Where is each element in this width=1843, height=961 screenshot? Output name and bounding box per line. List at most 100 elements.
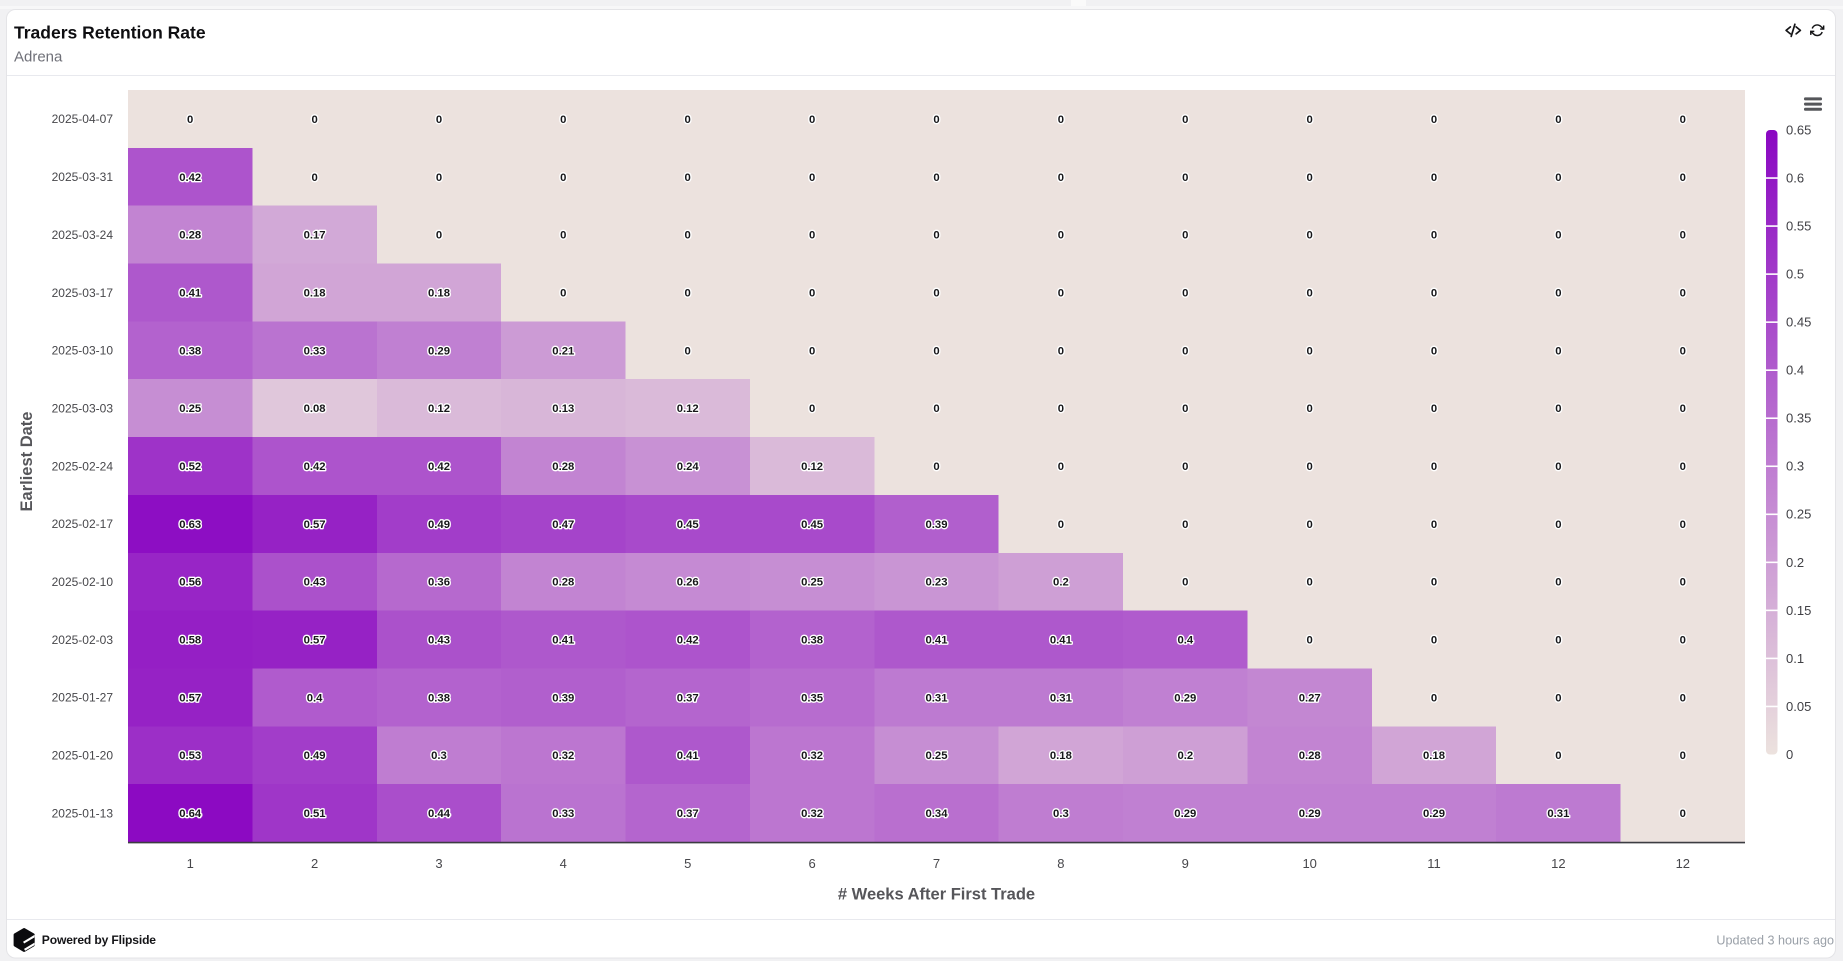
svg-text:0: 0 — [1058, 345, 1064, 357]
svg-text:0: 0 — [1058, 172, 1064, 184]
svg-text:0.31: 0.31 — [1547, 808, 1569, 820]
svg-text:0.4: 0.4 — [1786, 363, 1804, 378]
svg-text:0.18: 0.18 — [428, 288, 450, 300]
svg-text:0: 0 — [1555, 692, 1561, 704]
svg-text:0: 0 — [685, 288, 691, 300]
svg-text:0: 0 — [1680, 461, 1686, 473]
svg-text:0: 0 — [1182, 577, 1188, 589]
svg-text:0: 0 — [1680, 635, 1686, 647]
svg-text:0: 0 — [1680, 114, 1686, 126]
svg-text:0.28: 0.28 — [1299, 750, 1321, 762]
svg-text:0.36: 0.36 — [428, 577, 450, 589]
svg-text:0: 0 — [1058, 403, 1064, 415]
svg-text:0: 0 — [809, 345, 815, 357]
svg-text:0: 0 — [809, 230, 815, 242]
svg-text:0: 0 — [1680, 750, 1686, 762]
svg-text:0.31: 0.31 — [926, 692, 948, 704]
svg-text:0.08: 0.08 — [304, 403, 326, 415]
svg-text:0.27: 0.27 — [1299, 692, 1321, 704]
svg-text:0.49: 0.49 — [304, 750, 326, 762]
svg-text:0: 0 — [933, 461, 939, 473]
svg-text:0: 0 — [311, 172, 317, 184]
svg-text:0.33: 0.33 — [304, 345, 326, 357]
svg-text:9: 9 — [1182, 856, 1189, 871]
svg-text:0: 0 — [1058, 230, 1064, 242]
svg-text:0.56: 0.56 — [179, 577, 201, 589]
svg-text:0.25: 0.25 — [801, 577, 823, 589]
svg-text:0: 0 — [1307, 230, 1313, 242]
svg-text:0: 0 — [1307, 635, 1313, 647]
svg-text:0.15: 0.15 — [1786, 603, 1811, 618]
svg-text:0: 0 — [1182, 403, 1188, 415]
svg-text:0.29: 0.29 — [1299, 808, 1321, 820]
svg-text:0: 0 — [311, 114, 317, 126]
svg-text:0.12: 0.12 — [677, 403, 699, 415]
svg-text:0.26: 0.26 — [677, 577, 699, 589]
svg-text:0: 0 — [1555, 172, 1561, 184]
svg-text:0.42: 0.42 — [677, 635, 699, 647]
svg-text:0: 0 — [1555, 461, 1561, 473]
svg-text:0.47: 0.47 — [552, 519, 574, 531]
svg-text:0.64: 0.64 — [179, 808, 202, 820]
svg-text:0.37: 0.37 — [677, 808, 699, 820]
svg-text:0.41: 0.41 — [926, 635, 948, 647]
svg-text:0.05: 0.05 — [1786, 699, 1811, 714]
svg-text:0.42: 0.42 — [428, 461, 450, 473]
svg-text:0.41: 0.41 — [552, 635, 574, 647]
svg-text:0: 0 — [436, 114, 442, 126]
svg-text:10: 10 — [1302, 856, 1316, 871]
svg-text:0.53: 0.53 — [179, 750, 201, 762]
svg-text:0: 0 — [1431, 114, 1437, 126]
svg-text:2: 2 — [311, 856, 318, 871]
svg-text:0: 0 — [933, 403, 939, 415]
svg-text:0.38: 0.38 — [179, 345, 201, 357]
svg-text:0.21: 0.21 — [552, 345, 574, 357]
svg-text:0.34: 0.34 — [926, 808, 949, 820]
svg-text:0.6: 0.6 — [1786, 170, 1804, 185]
svg-text:0: 0 — [1555, 750, 1561, 762]
svg-text:0: 0 — [187, 114, 193, 126]
svg-text:0.17: 0.17 — [304, 230, 326, 242]
svg-text:0: 0 — [1307, 577, 1313, 589]
svg-text:0.32: 0.32 — [552, 750, 574, 762]
svg-text:0: 0 — [1307, 345, 1313, 357]
svg-text:0: 0 — [685, 230, 691, 242]
svg-text:0: 0 — [1680, 403, 1686, 415]
svg-text:0.29: 0.29 — [1423, 808, 1445, 820]
svg-text:0: 0 — [1680, 345, 1686, 357]
svg-text:2025-02-10: 2025-02-10 — [52, 575, 114, 589]
svg-text:0: 0 — [436, 230, 442, 242]
svg-text:0: 0 — [1307, 519, 1313, 531]
svg-text:2025-02-24: 2025-02-24 — [52, 459, 114, 473]
svg-text:2025-02-03: 2025-02-03 — [52, 633, 114, 647]
svg-text:0: 0 — [1058, 114, 1064, 126]
svg-text:0.18: 0.18 — [1423, 750, 1445, 762]
svg-text:0.38: 0.38 — [801, 635, 823, 647]
svg-text:0.38: 0.38 — [428, 692, 450, 704]
svg-text:0.45: 0.45 — [801, 519, 823, 531]
svg-text:0.28: 0.28 — [552, 577, 574, 589]
svg-text:0: 0 — [1555, 230, 1561, 242]
svg-text:0.25: 0.25 — [926, 750, 948, 762]
svg-text:0.18: 0.18 — [304, 288, 326, 300]
svg-text:3: 3 — [435, 856, 442, 871]
svg-text:0: 0 — [1680, 808, 1686, 820]
svg-text:0.2: 0.2 — [1177, 750, 1193, 762]
svg-text:0: 0 — [1182, 345, 1188, 357]
svg-text:0: 0 — [1431, 172, 1437, 184]
svg-text:0.5: 0.5 — [1786, 267, 1804, 282]
svg-text:Adrena: Adrena — [14, 49, 63, 66]
svg-text:7: 7 — [933, 856, 940, 871]
svg-text:2025-01-20: 2025-01-20 — [52, 749, 114, 763]
svg-text:0.12: 0.12 — [428, 403, 450, 415]
svg-text:Powered by Flipside: Powered by Flipside — [42, 933, 157, 947]
svg-text:0.51: 0.51 — [304, 808, 326, 820]
svg-text:0.32: 0.32 — [801, 750, 823, 762]
svg-text:0.43: 0.43 — [428, 635, 450, 647]
svg-text:0: 0 — [1555, 519, 1561, 531]
svg-text:6: 6 — [808, 856, 815, 871]
svg-text:0.39: 0.39 — [552, 692, 574, 704]
svg-text:0.43: 0.43 — [304, 577, 326, 589]
svg-text:0: 0 — [1307, 403, 1313, 415]
svg-text:2025-02-17: 2025-02-17 — [52, 517, 114, 531]
